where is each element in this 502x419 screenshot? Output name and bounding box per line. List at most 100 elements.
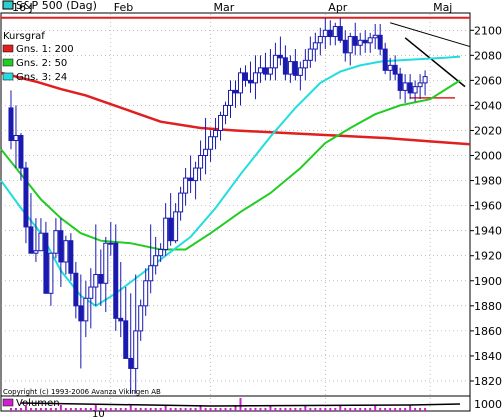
- candle-body-down: [327, 29, 333, 38]
- candle-body-up: [143, 280, 149, 307]
- volume-panel: Volumen 10 1000: [2, 398, 502, 419]
- volume-bar: [19, 408, 22, 411]
- candle-body-down: [397, 73, 403, 91]
- candle-body-up: [422, 76, 428, 84]
- candle-body-up: [198, 155, 204, 169]
- volume-bar: [14, 408, 17, 411]
- volume-bar: [209, 408, 212, 411]
- volume-bar: [219, 408, 222, 411]
- candle-body-down: [392, 64, 398, 75]
- candle-body-up: [83, 297, 89, 322]
- candle-body-up: [267, 67, 273, 75]
- candle-body-down: [98, 274, 104, 284]
- candle-body-down: [18, 134, 24, 169]
- volume-bar: [299, 408, 302, 411]
- volume-bar: [144, 408, 147, 411]
- candle-body-up: [322, 29, 328, 38]
- candle-body-up: [153, 255, 159, 267]
- candle-body-down: [362, 39, 368, 44]
- volume-bar: [69, 408, 72, 411]
- candle-body-up: [218, 114, 224, 131]
- volume-bar: [319, 408, 322, 411]
- volume-bar: [139, 408, 142, 411]
- candle-body-down: [342, 39, 348, 54]
- y-tick-label: 1920: [474, 250, 502, 263]
- candle-body-up: [48, 252, 54, 294]
- volume-bar: [369, 408, 372, 411]
- volume-bar: [254, 408, 257, 411]
- candle-body-down: [43, 232, 49, 294]
- y-tick-label: 1820: [474, 375, 502, 388]
- candle-body-up: [372, 34, 378, 39]
- candle-body-up: [173, 211, 179, 242]
- legend-swatch-ma1: [2, 44, 14, 53]
- volume-bar: [169, 408, 172, 411]
- volume-bar: [394, 408, 397, 411]
- candle-body-up: [178, 192, 184, 213]
- month-labels: '16 J Feb Mar Apr Maj: [9, 1, 452, 14]
- volume-sub-label: 10: [92, 409, 105, 419]
- panel-label: Kursgraf: [3, 31, 45, 42]
- volume-bar: [179, 408, 182, 411]
- candle-body-down: [377, 34, 383, 50]
- candle-body-down: [28, 226, 34, 254]
- trendlines-layer: [1, 16, 471, 99]
- volume-bar: [159, 408, 162, 411]
- candle-body-up: [13, 134, 19, 141]
- volume-bar: [109, 408, 112, 411]
- volume-bar: [114, 408, 117, 411]
- volume-bar: [214, 408, 217, 411]
- volume-bar: [354, 408, 357, 411]
- volume-bar: [124, 408, 127, 411]
- volume-bar: [424, 408, 427, 411]
- volume-bar: [329, 408, 332, 411]
- candle-body-up: [417, 82, 423, 88]
- candle-body-up: [53, 230, 59, 254]
- volume-bar: [419, 408, 422, 411]
- candle-body-up: [347, 36, 353, 54]
- volume-bar: [134, 408, 137, 411]
- volume-bar: [324, 408, 327, 411]
- candle-body-up: [402, 82, 408, 91]
- volume-bar: [94, 405, 97, 411]
- month-label: Mar: [214, 1, 235, 14]
- month-label: Apr: [328, 1, 348, 14]
- y-tick-label: 2000: [474, 150, 502, 163]
- candle-body-down: [23, 167, 29, 228]
- volume-bar: [374, 405, 377, 411]
- candle-body-up: [133, 330, 139, 369]
- volume-bar: [314, 408, 317, 411]
- volume-bar: [104, 408, 107, 411]
- candle-body-up: [237, 72, 243, 94]
- volume-bar: [404, 408, 407, 411]
- candle-body-up: [158, 248, 164, 257]
- volume-bar: [74, 408, 77, 411]
- volume-bar: [229, 408, 232, 411]
- candle-body-up: [252, 72, 258, 84]
- candle-body-down: [282, 57, 288, 75]
- copyright-text: Copyright (c) 1993-2006 Avanza Vikingen …: [3, 388, 161, 396]
- y-tick-label: 1900: [474, 275, 502, 288]
- volume-bar: [259, 408, 262, 411]
- volume-bar: [154, 408, 157, 411]
- volume-bar: [184, 408, 187, 411]
- candle-body-down: [123, 320, 129, 359]
- volume-bar: [39, 408, 42, 411]
- volume-swatch: [2, 398, 14, 407]
- volume-bar: [189, 408, 192, 411]
- candle-body-down: [337, 26, 343, 41]
- volume-bar: [199, 405, 202, 411]
- volume-bar: [339, 405, 342, 411]
- volume-bar: [129, 405, 132, 411]
- y-tick-label: 1880: [474, 300, 502, 313]
- candle-body-up: [88, 286, 94, 299]
- candle-body-down: [188, 177, 194, 182]
- volume-bar: [334, 408, 337, 411]
- candle-body-up: [33, 250, 39, 254]
- candle-body-up: [148, 265, 154, 282]
- y-axis-labels: 1820 1840 1860 1880 1900 1920 1940 1960 1980 2000…: [470, 24, 502, 388]
- moving-average-line: [0, 71, 471, 146]
- candle-body-down: [73, 272, 79, 307]
